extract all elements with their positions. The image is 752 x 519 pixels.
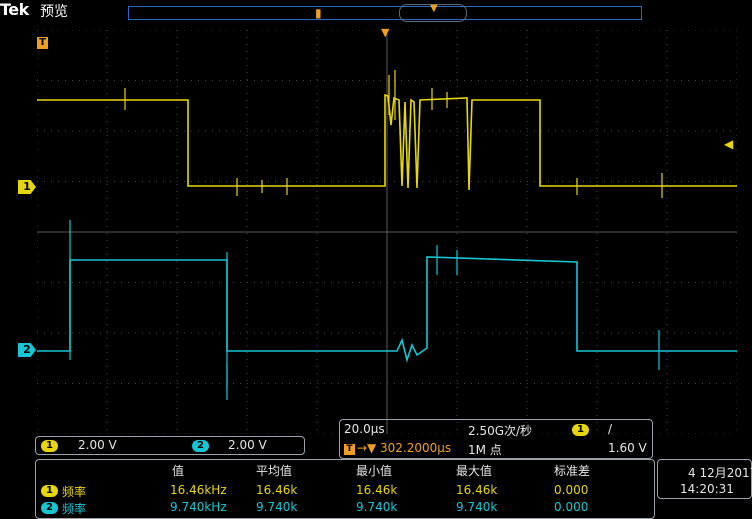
trigger-delay: 302.2000µs xyxy=(380,441,452,455)
ch1-waveform xyxy=(37,93,737,191)
ch1-scale: 2.00 V xyxy=(78,438,117,452)
col-header-max: 最大值 xyxy=(456,464,493,478)
datetime-panel: 4 12月2017 14:20:31 xyxy=(657,459,752,499)
row1-value: 16.46kHz xyxy=(170,483,227,497)
ch2-waveform xyxy=(37,256,737,363)
date: 4 12月2017 xyxy=(688,466,752,480)
sample-rate: 2.50G次/秒 xyxy=(468,424,533,438)
view-window-indicator[interactable] xyxy=(399,4,467,22)
row2-min: 9.740k xyxy=(356,500,398,514)
trigger-level: 1.60 V xyxy=(608,441,647,455)
brand-logo: Tek xyxy=(0,0,29,19)
row2-max: 9.740k xyxy=(456,500,498,514)
ch2-scale: 2.00 V xyxy=(228,438,267,452)
row1-mean: 16.46k xyxy=(256,483,298,497)
ch1-noise-spikes xyxy=(124,70,663,198)
trigger-slope-icon: / xyxy=(608,422,613,436)
trigger-position-icon: ▮ xyxy=(315,6,322,20)
timebase: 20.0µs xyxy=(344,422,385,436)
measurement-panel[interactable]: 值 平均值 最小值 最大值 标准差 1 频率 16.46kHz 16.46k 1… xyxy=(35,459,655,519)
delay-arrow-icon: →▼ xyxy=(357,441,377,455)
trigger-point-icon[interactable]: T xyxy=(37,37,48,49)
trigger-source-badge: 1 xyxy=(572,424,589,436)
ch2-offset-marker[interactable]: 2 xyxy=(18,343,36,357)
acquisition-mode: 预览 xyxy=(40,4,68,20)
row1-max: 16.46k xyxy=(456,483,498,497)
trigger-level-arrow-icon[interactable]: ◀ xyxy=(724,137,734,151)
caret-down-icon: ▼ xyxy=(430,3,438,14)
row2-std: 0.000 xyxy=(554,500,589,514)
row1-badge: 1 xyxy=(41,485,58,497)
row2-badge: 2 xyxy=(41,502,58,514)
waveform-display[interactable] xyxy=(37,30,737,434)
row1-std: 0.000 xyxy=(554,483,589,497)
ch1-offset-marker[interactable]: 1 xyxy=(18,180,36,194)
record-view-bar[interactable] xyxy=(128,6,642,20)
trigger-delay-icon: T xyxy=(344,444,355,455)
row2-label: 频率 xyxy=(62,502,87,516)
ch1-badge: 1 xyxy=(41,440,58,452)
trigger-time-marker-icon[interactable]: ▼ xyxy=(381,26,390,39)
col-header-mean: 平均值 xyxy=(256,464,293,478)
graticule-grid xyxy=(37,30,737,434)
horizontal-panel[interactable]: 20.0µs 2.50G次/秒 1 / T →▼ 302.2000µs 1M 点… xyxy=(339,419,653,459)
vertical-scale-panel[interactable]: 1 2.00 V 2 2.00 V xyxy=(35,436,305,455)
col-header-std: 标准差 xyxy=(554,464,591,478)
row1-min: 16.46k xyxy=(356,483,398,497)
row1-label: 频率 xyxy=(62,485,87,499)
time: 14:20:31 xyxy=(680,482,734,496)
col-header-min: 最小值 xyxy=(356,464,393,478)
ch2-badge: 2 xyxy=(192,440,209,452)
col-header-value: 值 xyxy=(172,464,185,478)
row2-value: 9.740kHz xyxy=(170,500,227,514)
row2-mean: 9.740k xyxy=(256,500,298,514)
record-length: 1M 点 xyxy=(468,443,502,457)
ch2-noise-spikes xyxy=(69,220,660,400)
